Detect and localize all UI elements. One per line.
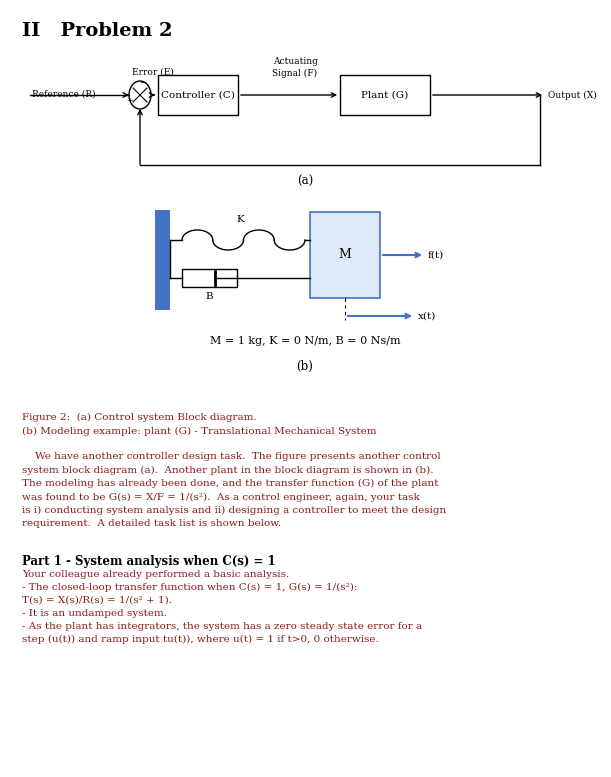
Text: Controller (C): Controller (C)	[161, 90, 235, 99]
Text: f(t): f(t)	[428, 250, 444, 260]
Text: Part 1 - System analysis when C(s) = 1: Part 1 - System analysis when C(s) = 1	[22, 555, 276, 568]
Bar	[155, 210, 170, 310]
Text: (b): (b)	[296, 360, 313, 373]
Text: B: B	[206, 292, 213, 301]
Text: Plant (G): Plant (G)	[361, 90, 409, 99]
Text: step (u(t)) and ramp input tu(t)), where u(t) = 1 if t>0, 0 otherwise.: step (u(t)) and ramp input tu(t)), where…	[22, 635, 379, 644]
Text: K: K	[236, 215, 244, 224]
Text: Signal (F): Signal (F)	[273, 69, 318, 78]
Text: is i) conducting system analysis and ii) designing a controller to meet the desi: is i) conducting system analysis and ii)…	[22, 506, 446, 515]
Bar	[182, 269, 237, 287]
Text: - It is an undamped system.: - It is an undamped system.	[22, 609, 167, 618]
Text: requirement.  A detailed task list is shown below.: requirement. A detailed task list is sho…	[22, 520, 281, 528]
Text: was found to be G(s) = X/F = 1/(s²).  As a control engineer, again, your task: was found to be G(s) = X/F = 1/(s²). As …	[22, 493, 420, 502]
Text: We have another controller design task.  The figure presents another control: We have another controller design task. …	[22, 452, 441, 461]
Text: −: −	[139, 79, 147, 87]
Text: Error (E): Error (E)	[132, 68, 174, 77]
Text: x(t): x(t)	[418, 312, 436, 320]
Text: Figure 2:  (a) Control system Block diagram.: Figure 2: (a) Control system Block diagr…	[22, 413, 257, 422]
Text: M: M	[338, 249, 351, 262]
Text: (a): (a)	[297, 175, 313, 188]
Text: (b) Modeling example: plant (G) - Translational Mechanical System: (b) Modeling example: plant (G) - Transl…	[22, 427, 376, 436]
Text: T(s) = X(s)/R(s) = 1/(s² + 1).: T(s) = X(s)/R(s) = 1/(s² + 1).	[22, 596, 172, 605]
Text: - As the plant has integrators, the system has a zero steady state error for a: - As the plant has integrators, the syst…	[22, 622, 422, 631]
Text: system block diagram (a).  Another plant in the block diagram is shown in (b).: system block diagram (a). Another plant …	[22, 465, 433, 475]
Text: - The closed-loop transfer function when C(s) = 1, G(s) = 1/(s²):: - The closed-loop transfer function when…	[22, 583, 357, 592]
Bar	[340, 75, 430, 115]
Text: Output (X): Output (X)	[548, 90, 597, 99]
Text: The modeling has already been done, and the transfer function (G) of the plant: The modeling has already been done, and …	[22, 479, 439, 488]
Bar	[310, 212, 380, 298]
Bar	[158, 75, 238, 115]
Text: +: +	[126, 97, 133, 105]
Text: Reference (R): Reference (R)	[32, 89, 96, 99]
Text: Your colleague already performed a basic analysis.: Your colleague already performed a basic…	[22, 570, 289, 579]
Text: M = 1 kg, K = 0 N/m, B = 0 Ns/m: M = 1 kg, K = 0 N/m, B = 0 Ns/m	[210, 336, 400, 346]
Text: II   Problem 2: II Problem 2	[22, 22, 172, 40]
Text: Actuating: Actuating	[273, 57, 318, 66]
